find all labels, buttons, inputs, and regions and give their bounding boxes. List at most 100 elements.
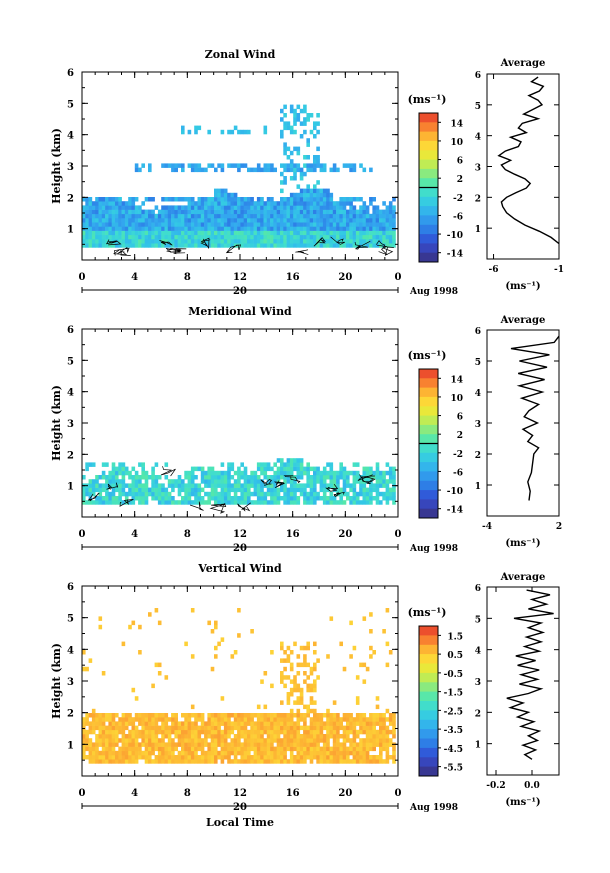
heatmap-cell (82, 729, 86, 735)
heatmap-cell (98, 226, 103, 231)
heatmap-cell (336, 487, 340, 493)
heatmap-cell (233, 750, 238, 756)
colorbar-swatch (419, 415, 438, 426)
heatmap-cell (105, 742, 109, 747)
heatmap-cell (91, 729, 96, 735)
heatmap-cell (174, 746, 178, 752)
heatmap-cell (303, 466, 307, 472)
heatmap-cell (174, 721, 178, 726)
heatmap-cell (98, 218, 103, 223)
heatmap-cell (365, 205, 370, 210)
heatmap-cell (105, 239, 109, 244)
heatmap-cell (260, 222, 264, 227)
heatmap-cell (293, 230, 297, 236)
heatmap-cell (217, 163, 221, 168)
heatmap-cell (164, 213, 169, 219)
heatmap-cell (303, 192, 307, 198)
heatmap-cell (194, 483, 198, 488)
heatmap-cell (289, 692, 294, 697)
heatmap-cell (148, 226, 152, 231)
heatmap-cell (154, 475, 159, 480)
heatmap-cell (286, 243, 291, 248)
heatmap-cell (382, 209, 386, 215)
x-axis: 0 4 8 12 16 20 0 (79, 329, 402, 540)
heatmap-cell (200, 218, 205, 223)
heatmap-cell (190, 487, 195, 493)
heatmap-cell (223, 218, 228, 223)
heatmap-cell (233, 721, 238, 726)
heatmap-cell (306, 197, 310, 202)
colorbar-swatch (419, 452, 438, 463)
heatmap-cell (253, 729, 258, 735)
heatmap-cell (306, 729, 310, 735)
heatmap-cell (237, 746, 241, 752)
heatmap-cell (164, 475, 169, 480)
heatmap-cell (289, 729, 294, 735)
heatmap-cell (309, 205, 314, 210)
heatmap-cell (250, 491, 254, 497)
heatmap-cell (283, 491, 287, 497)
profile-y-tick-label: 4 (475, 133, 481, 143)
heatmap-cell (148, 209, 152, 215)
heatmap-cell (329, 201, 334, 206)
heatmap-cell (276, 729, 281, 735)
heatmap-cell (237, 633, 241, 638)
heatmap-cell (148, 750, 152, 756)
contour-line (159, 240, 173, 246)
heatmap-cell (197, 243, 202, 248)
heatmap-cell (319, 496, 324, 501)
heatmap-cell (134, 734, 139, 739)
heatmap-cell (134, 226, 139, 231)
heatmap-cell (283, 734, 287, 739)
heatmap-cell (316, 163, 320, 168)
y-tick-label: 2 (67, 709, 74, 720)
heatmap-cell (148, 755, 152, 760)
heatmap-cell (223, 721, 228, 726)
heatmap-cell (210, 239, 215, 244)
heatmap-cell (105, 475, 109, 480)
heatmap-cell (296, 708, 301, 714)
x-axis: 0 4 8 12 16 20 0 (79, 586, 402, 799)
heatmap-cell (316, 209, 320, 215)
heatmap-cell (326, 721, 330, 726)
heatmap-cell (210, 487, 215, 493)
heatmap-cell (355, 230, 360, 236)
heatmap-cell (313, 713, 317, 718)
heatmap-cell (144, 713, 149, 718)
heatmap-cell (379, 713, 383, 718)
heatmap-cell (217, 641, 221, 647)
heatmap-cell (388, 470, 393, 476)
heatmap-cell (194, 234, 198, 240)
heatmap-cell (237, 475, 241, 480)
heatmap-cell (237, 738, 241, 743)
heatmap-cell (128, 197, 132, 202)
heatmap-cell (319, 209, 324, 215)
heatmap-cell (134, 243, 139, 248)
heatmap-cell (299, 713, 304, 718)
heatmap-cell (326, 209, 330, 215)
contour-line (200, 237, 211, 250)
heatmap-cell (164, 496, 169, 501)
heatmap-cell (88, 234, 93, 240)
heatmap-cell (280, 641, 284, 647)
heatmap-cell (207, 163, 211, 168)
heatmap-cell (283, 197, 287, 202)
heatmap-cell (379, 500, 383, 505)
heatmap-cell (362, 759, 367, 764)
heatmap-cell (98, 717, 103, 722)
heatmap-cell (336, 483, 340, 488)
heatmap-cell (392, 717, 396, 722)
heatmap-cell (200, 197, 205, 202)
heatmap-cell (342, 230, 347, 236)
heatmap-cell (362, 755, 367, 760)
x-tick-label: 4 (131, 272, 138, 283)
heatmap-cell (326, 188, 330, 194)
heatmap-cell (369, 466, 373, 472)
heatmap-cell (194, 729, 198, 735)
heatmap-cell (223, 500, 228, 505)
heatmap-cell (256, 725, 261, 731)
heatmap-cell (276, 755, 281, 760)
heatmap-cell (141, 721, 145, 726)
